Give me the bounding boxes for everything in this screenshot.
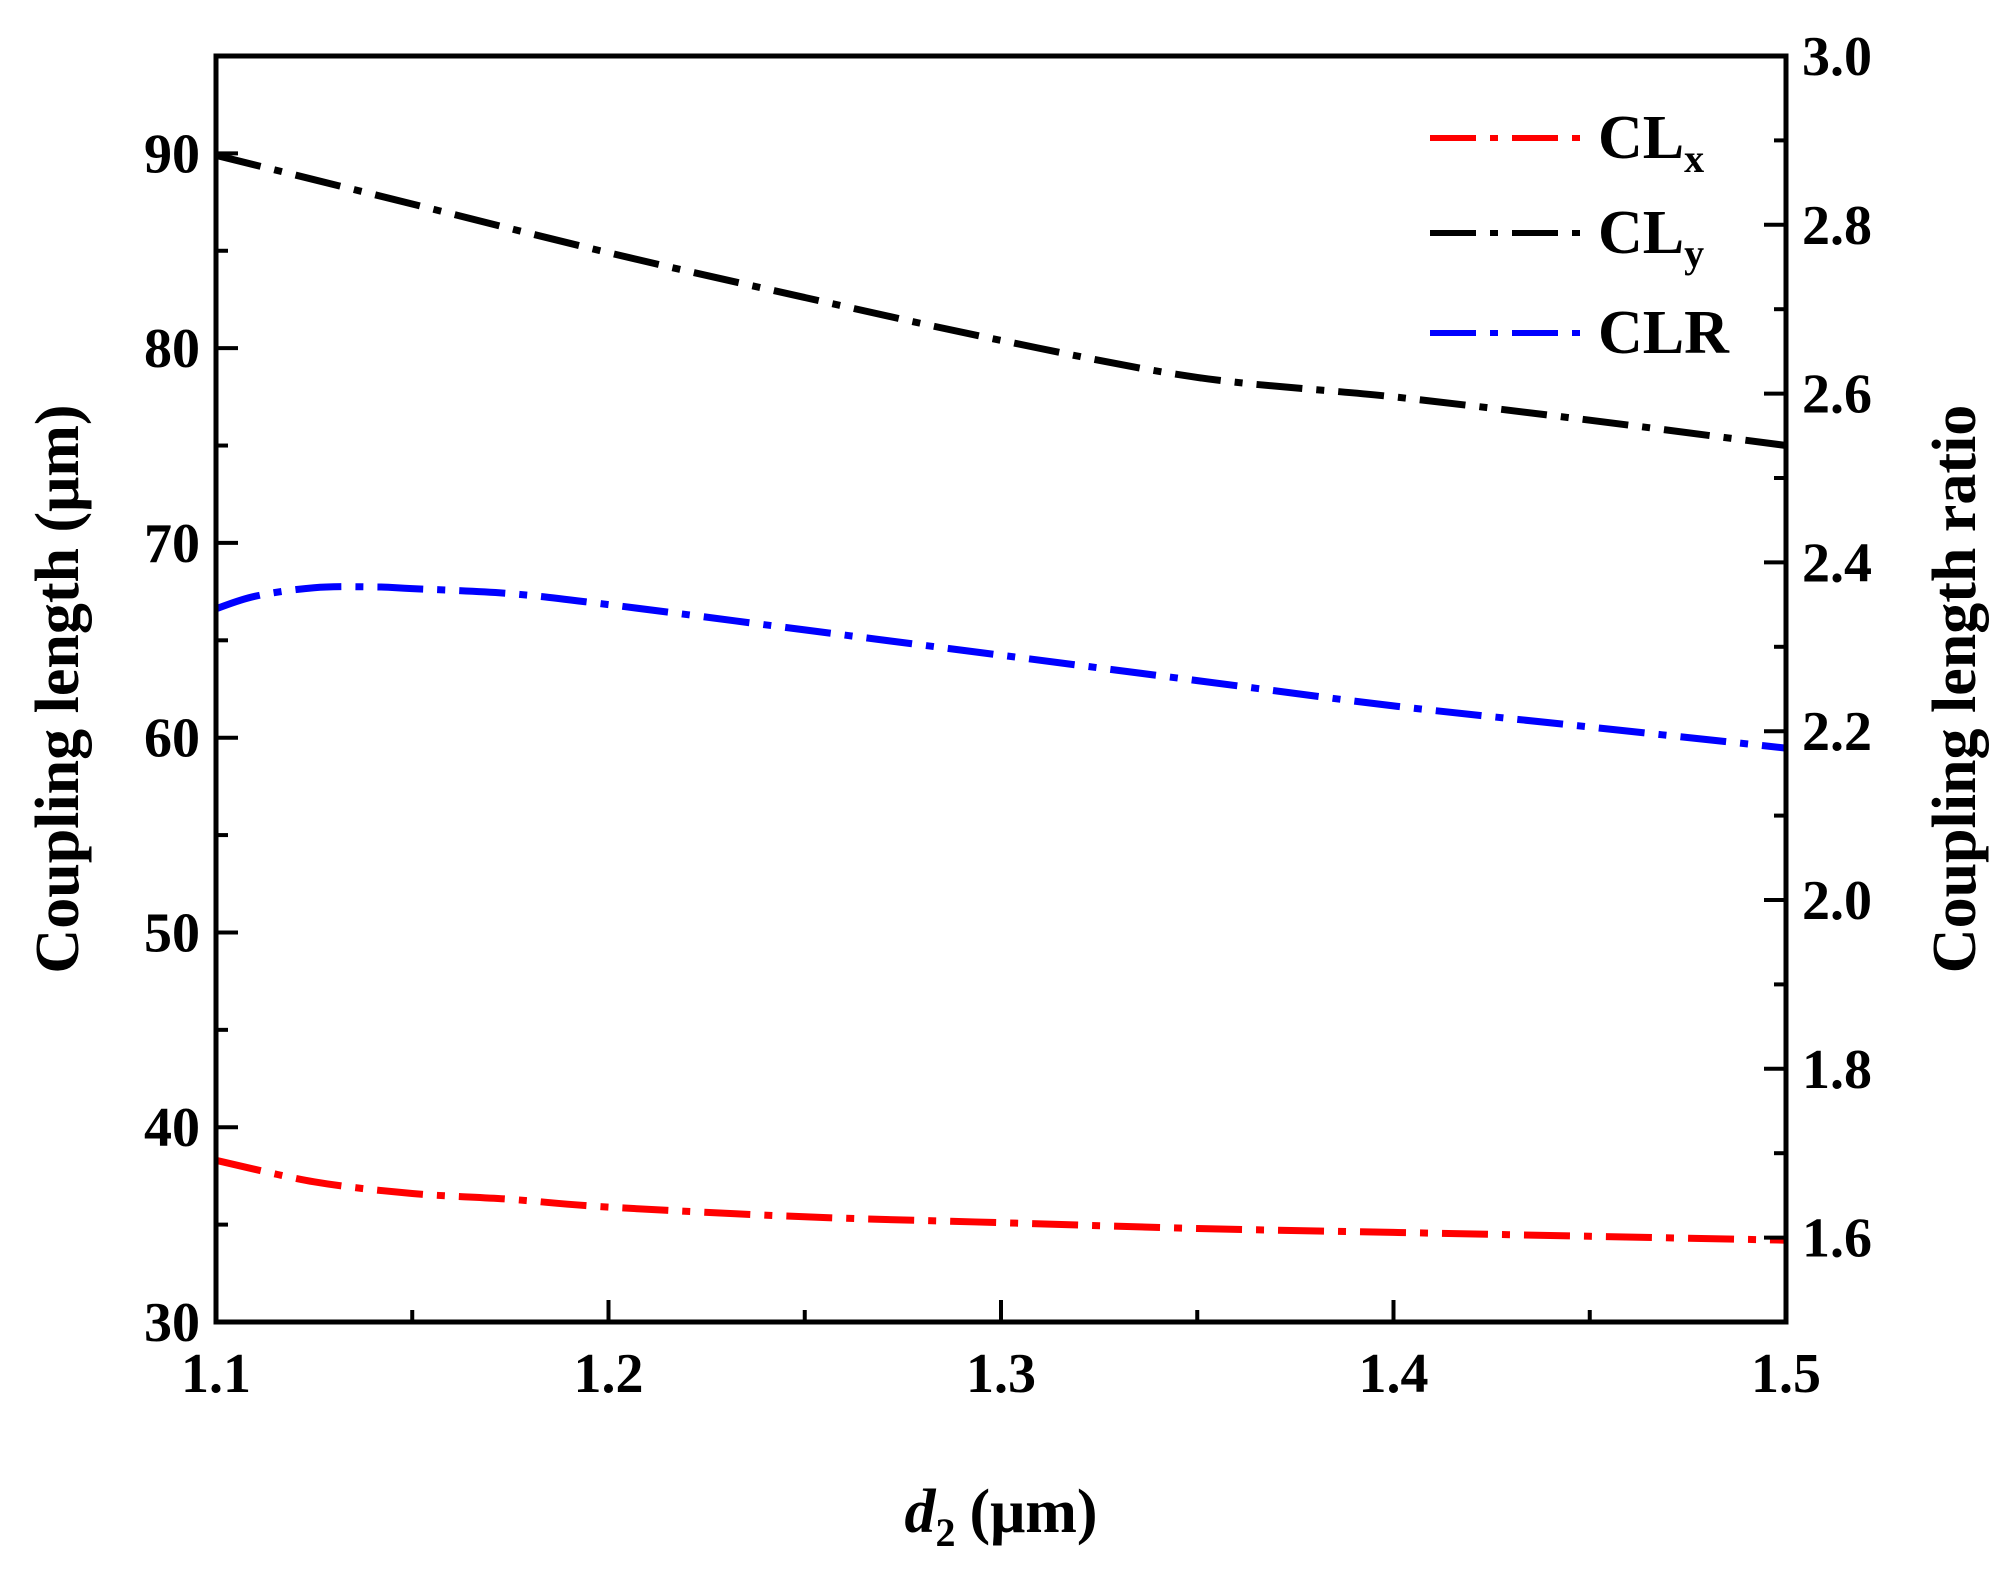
x-tick-label: 1.4 xyxy=(1359,1343,1429,1405)
y2-tick-label: 2.8 xyxy=(1802,195,1872,257)
legend-label-clx-main: CL xyxy=(1598,104,1684,172)
y-tick-label: 40 xyxy=(144,1097,200,1159)
legend-label-cly-sub: y xyxy=(1684,231,1704,276)
y-tick-label: 60 xyxy=(144,708,200,770)
plot-curves xyxy=(214,151,1787,1244)
y2-tick-label: 1.6 xyxy=(1802,1208,1872,1270)
y-tick-label: 50 xyxy=(144,902,200,964)
axis-ticks xyxy=(214,54,1788,1324)
y2-tick-label: 2.6 xyxy=(1802,364,1872,426)
y2-axis-title: Coupling length ratio xyxy=(1921,405,1989,973)
y-tick-label: 30 xyxy=(144,1292,200,1354)
x-tick-label: 1.1 xyxy=(181,1343,251,1405)
x-tick-label: 1.5 xyxy=(1751,1343,1821,1405)
legend-label-cly-main: CL xyxy=(1598,199,1684,267)
series-line-clr xyxy=(214,583,1787,752)
x-axis-title-subscript: 2 xyxy=(935,1510,955,1555)
y2-tick-label: 2.0 xyxy=(1802,870,1872,932)
y-tick-label: 90 xyxy=(144,123,200,185)
y-axis-title: Coupling length (μm) xyxy=(24,404,92,973)
legend: CLx CLy CLR xyxy=(1430,104,1730,367)
y2-tick-label: 1.8 xyxy=(1802,1039,1872,1101)
legend-label-clx-sub: x xyxy=(1684,136,1704,181)
y-tick-label: 80 xyxy=(144,318,200,380)
x-tick-label: 1.2 xyxy=(574,1343,644,1405)
y-tick-label: 70 xyxy=(144,513,200,575)
x-axis-title: d2 (μm) xyxy=(904,1478,1097,1555)
legend-label-clr: CLR xyxy=(1598,299,1730,367)
y2-tick-label: 2.4 xyxy=(1802,532,1872,594)
legend-label-cly: CLy xyxy=(1598,199,1704,276)
x-tick-label: 1.3 xyxy=(966,1343,1036,1405)
series-line-clx xyxy=(215,1156,1787,1244)
x-axis-title-unit: (μm) xyxy=(969,1478,1097,1546)
y2-tick-label: 2.2 xyxy=(1802,701,1872,763)
plot-frame xyxy=(213,53,1789,1325)
legend-label-clx: CLx xyxy=(1598,104,1704,181)
series-line-cly xyxy=(215,151,1787,449)
y2-tick-label: 3.0 xyxy=(1802,26,1872,88)
x-axis-title-variable: d xyxy=(904,1478,936,1546)
